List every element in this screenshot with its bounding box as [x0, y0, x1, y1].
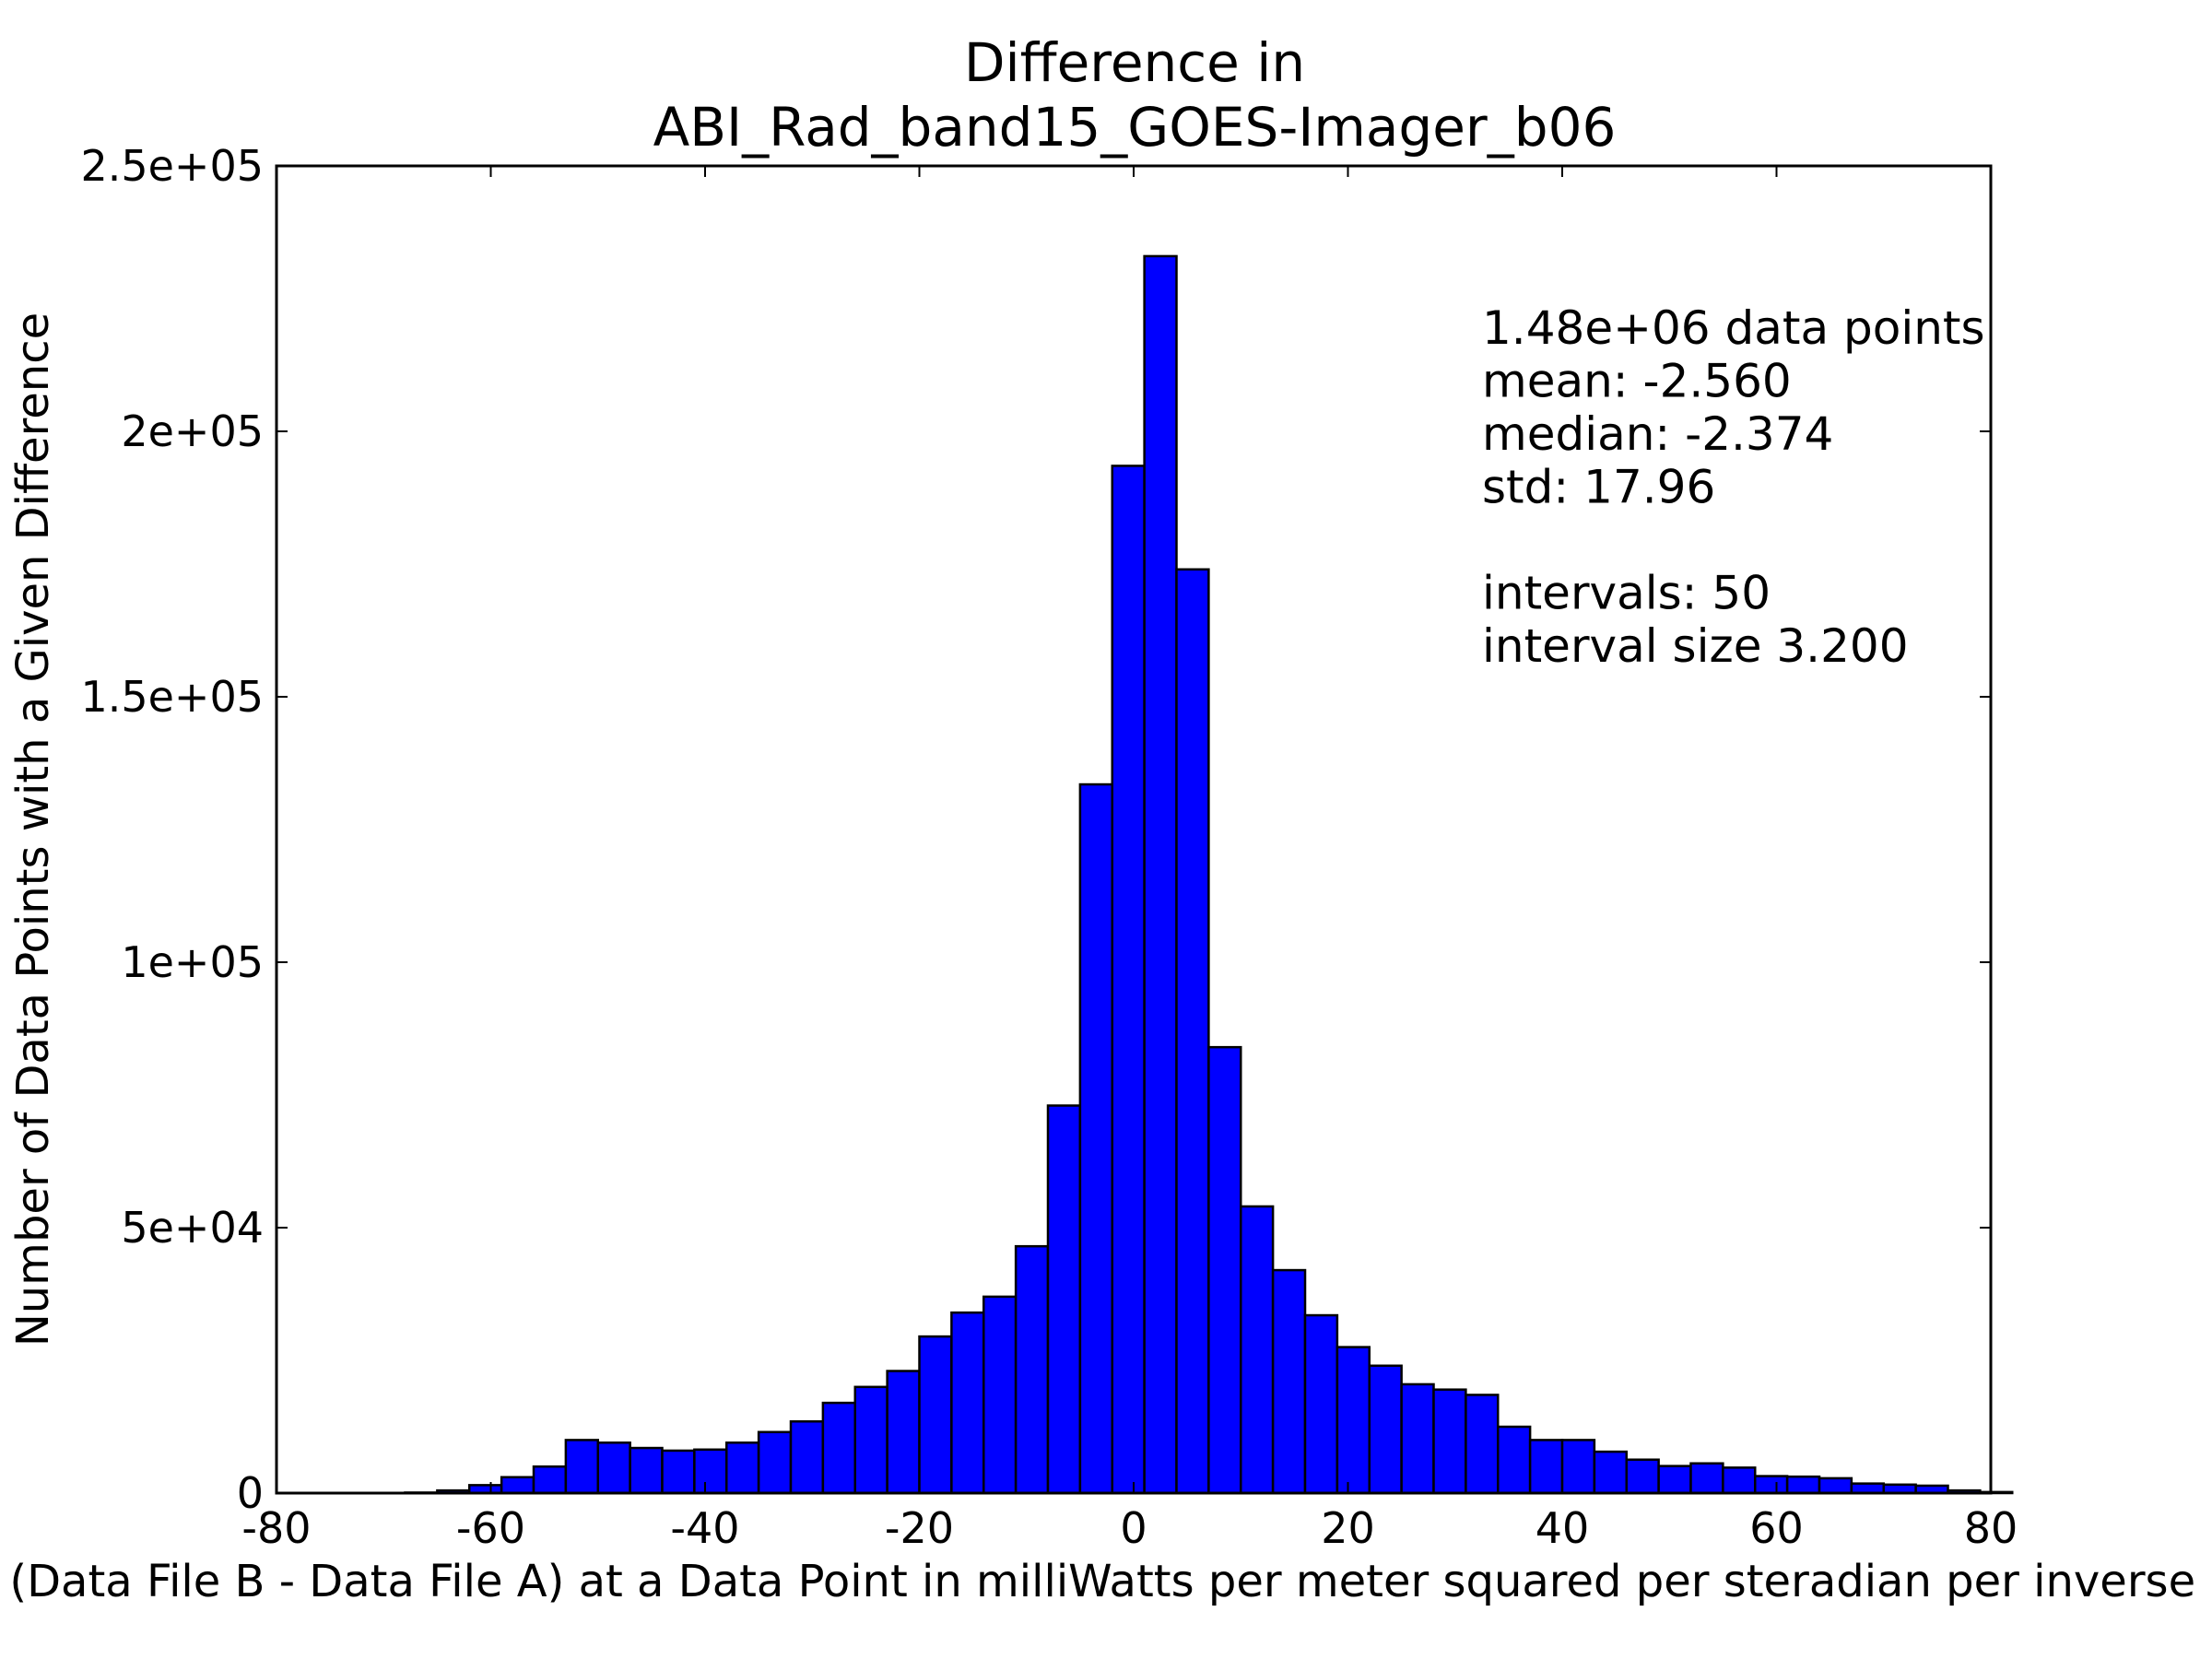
histogram-bar — [1657, 1465, 1692, 1495]
histogram-bar — [1785, 1475, 1821, 1495]
histogram-bar — [1625, 1458, 1660, 1495]
histogram-bar — [918, 1335, 953, 1495]
histogram-bar — [596, 1441, 631, 1495]
histogram-bar — [1722, 1466, 1757, 1495]
histogram-bar — [532, 1465, 568, 1495]
histogram-bar — [1078, 782, 1114, 1495]
histogram-bar — [725, 1441, 760, 1495]
x-tick-label: -80 — [241, 1503, 311, 1553]
histogram-bar — [1303, 1313, 1339, 1495]
histogram-bar — [1400, 1382, 1435, 1495]
x-tick-label: 60 — [1749, 1503, 1804, 1553]
y-tick-label: 2.5e+05 — [80, 141, 264, 191]
x-tick-label: 20 — [1321, 1503, 1375, 1553]
x-tick-label: 40 — [1535, 1503, 1590, 1553]
histogram-bar — [1432, 1388, 1467, 1495]
histogram-bar — [1271, 1268, 1307, 1495]
y-tick-label: 1e+05 — [121, 937, 264, 987]
x-tick-label: -20 — [885, 1503, 954, 1553]
stats-line: interval size 3.200 — [1482, 619, 1909, 673]
histogram-bar — [789, 1419, 825, 1495]
histogram-bar — [1850, 1482, 1886, 1495]
histogram-bar — [1593, 1450, 1629, 1495]
histogram-bar — [629, 1446, 664, 1495]
x-tick-label: -40 — [670, 1503, 739, 1553]
histogram-bar — [693, 1448, 728, 1495]
stats-line: std: 17.96 — [1482, 461, 1715, 514]
histogram-bar — [500, 1476, 535, 1495]
x-tick-label: -60 — [456, 1503, 525, 1553]
stats-line: intervals: 50 — [1482, 567, 1771, 620]
histogram-bar — [1465, 1394, 1500, 1495]
y-axis-ticks: 0 5e+04 1e+05 1.5e+05 2e+05 2.5e+05 — [80, 141, 1991, 1518]
histogram-bar — [1207, 1045, 1242, 1495]
y-tick-label: 1.5e+05 — [80, 672, 264, 722]
chart-title-line-1: Difference in — [964, 31, 1305, 94]
histogram-bar — [982, 1295, 1018, 1495]
histogram-bar — [661, 1449, 696, 1495]
stats-line: mean: -2.560 — [1482, 355, 1792, 408]
histogram-bar — [1014, 1244, 1050, 1495]
histogram-bar — [1818, 1477, 1853, 1495]
histogram-bar — [821, 1401, 857, 1495]
y-tick-label: 5e+04 — [121, 1203, 264, 1253]
histogram-bar — [1497, 1425, 1532, 1495]
x-tick-label: 80 — [1964, 1503, 2018, 1553]
histogram-bar — [1335, 1346, 1371, 1495]
histogram-bar — [1175, 568, 1210, 1495]
histogram-bar — [564, 1439, 600, 1495]
histogram-bar — [1046, 1104, 1082, 1495]
x-axis-label: Value of (Data File B - Data File A) at … — [0, 1556, 2212, 1607]
x-tick-label: 0 — [1120, 1503, 1147, 1553]
histogram-bar — [1240, 1205, 1275, 1495]
histogram-bar — [1368, 1364, 1403, 1495]
y-tick-label: 2e+05 — [121, 406, 264, 456]
histogram-bar — [757, 1430, 793, 1495]
chart-title-line-2: ABI_Rad_band15_GOES-Imager_b06 — [653, 96, 1617, 159]
histogram-bar — [1143, 254, 1178, 1495]
histogram-bar — [950, 1311, 985, 1495]
stats-line: 1.48e+06 data points — [1482, 301, 1985, 355]
histogram-bar — [1754, 1475, 1789, 1495]
y-axis-label: Number of Data Points with a Given Diffe… — [7, 312, 59, 1347]
histogram-bar — [853, 1385, 888, 1495]
histogram-bar — [1111, 465, 1146, 1495]
stats-line: median: -2.374 — [1482, 407, 1833, 461]
histogram-bar — [1560, 1439, 1596, 1495]
histogram-bar — [886, 1370, 921, 1495]
x-axis-ticks: -80 -60 -40 -20 0 20 40 60 80 — [241, 166, 2018, 1553]
histogram-bar — [1528, 1439, 1564, 1495]
y-tick-label: 0 — [237, 1468, 264, 1518]
histogram-bar — [1689, 1462, 1724, 1495]
